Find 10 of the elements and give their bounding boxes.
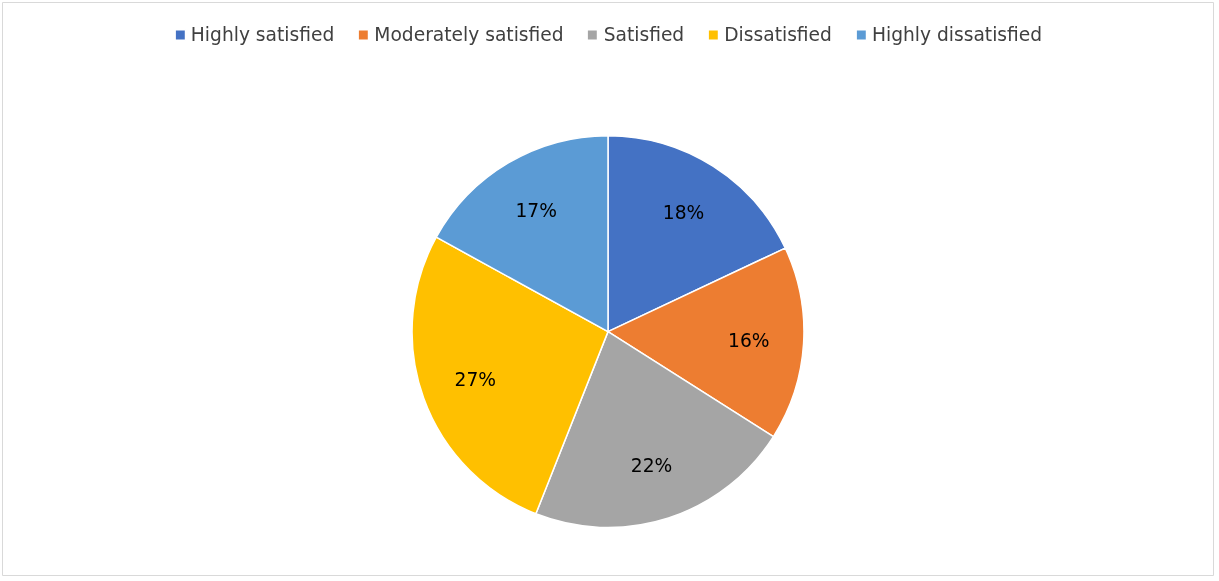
- legend-label: Highly satisfied: [190, 24, 335, 45]
- data-label: 17%: [515, 199, 557, 221]
- legend-label: Highly dissatisfied: [871, 24, 1043, 45]
- data-label: 18%: [662, 202, 705, 224]
- legend-label: Satisfied: [603, 24, 685, 45]
- legend-label: Dissatisfied: [724, 24, 832, 45]
- data-label: 22%: [630, 455, 673, 477]
- legend-label: Moderately satisfied: [374, 24, 564, 45]
- data-label: 27%: [454, 368, 496, 390]
- data-label: 16%: [728, 329, 770, 351]
